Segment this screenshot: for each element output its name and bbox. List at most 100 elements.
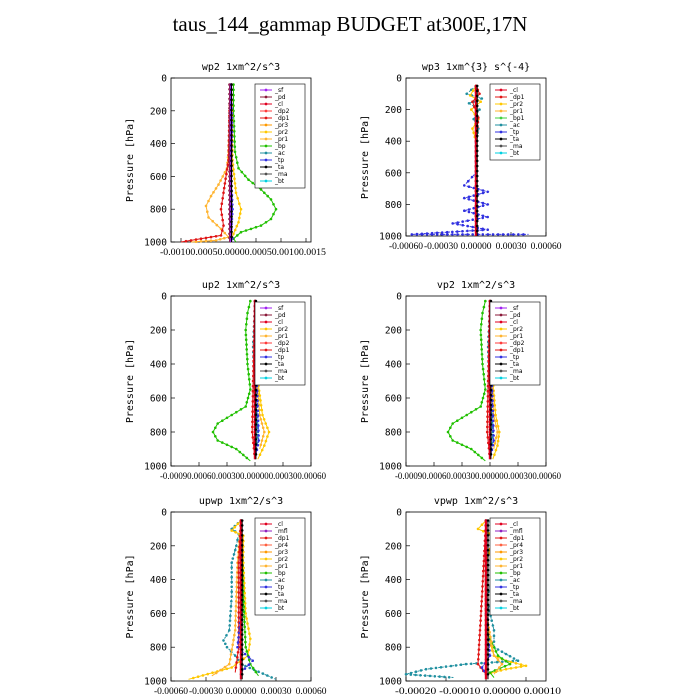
series-marker <box>246 357 249 361</box>
series-marker <box>481 233 485 236</box>
series-marker <box>240 573 244 577</box>
series-marker <box>243 591 246 595</box>
series-marker <box>484 628 488 631</box>
legend-label: _bt <box>274 178 285 185</box>
series-marker <box>240 519 244 522</box>
series-marker <box>486 643 490 646</box>
plot-title: vpwp 1xm^2/s^3 <box>434 496 518 507</box>
series-marker <box>233 140 236 143</box>
series-marker <box>240 563 244 567</box>
legend-marker <box>264 95 268 99</box>
series-marker <box>460 443 464 447</box>
legend-marker <box>264 606 268 610</box>
series-marker <box>489 413 493 417</box>
series-marker <box>486 623 490 626</box>
plot-title: wp2 1xm^2/s^3 <box>202 62 280 73</box>
series-marker <box>491 419 495 423</box>
legend-label: _dp2 <box>274 340 290 347</box>
y-tick-label: 200 <box>385 105 402 116</box>
series-marker <box>223 665 227 669</box>
series-marker <box>261 672 265 675</box>
series-marker <box>414 670 418 673</box>
series-marker <box>489 448 493 451</box>
series-marker <box>486 395 490 398</box>
series-marker <box>258 453 262 457</box>
series-marker <box>228 629 231 632</box>
series-marker <box>475 154 479 158</box>
series-marker <box>482 559 486 563</box>
series-marker <box>263 191 266 195</box>
series-marker <box>480 348 484 351</box>
series-marker <box>440 231 444 234</box>
series-marker <box>211 219 214 223</box>
series-marker <box>240 628 244 631</box>
legend-marker <box>499 313 503 317</box>
series-marker <box>233 629 237 632</box>
series-marker <box>498 430 501 434</box>
legend-label: _cl <box>274 101 283 108</box>
series-marker <box>234 186 237 190</box>
legend-label: _bp <box>274 143 286 150</box>
series-marker <box>243 667 247 670</box>
series-marker <box>266 435 269 438</box>
series-marker <box>484 588 488 592</box>
series-marker <box>225 645 229 649</box>
series-marker <box>235 595 238 598</box>
legend-label: _pr2 <box>274 326 288 333</box>
series-marker <box>481 191 485 195</box>
series-marker <box>451 439 455 442</box>
legend-marker <box>499 137 503 141</box>
series-marker <box>430 233 434 236</box>
series-marker <box>484 613 488 617</box>
legend-marker <box>264 592 268 596</box>
series-marker <box>232 638 235 642</box>
y-tick-label: 0 <box>396 74 402 85</box>
series-marker <box>486 233 490 236</box>
series-marker <box>236 197 239 200</box>
series-marker <box>229 653 233 656</box>
series-marker <box>466 233 469 236</box>
legend-label: _ta <box>509 136 519 143</box>
series-marker <box>244 229 248 232</box>
y-axis-label: Pressure [hPa] <box>125 118 136 202</box>
series-marker <box>446 233 449 236</box>
series-marker <box>471 218 475 221</box>
series-marker <box>499 669 503 672</box>
legend-marker <box>264 102 268 106</box>
series-marker <box>244 612 247 615</box>
legend-label: _pr1 <box>274 136 288 143</box>
series-marker <box>493 419 497 423</box>
series-marker <box>211 430 215 434</box>
series-marker <box>496 648 500 651</box>
legend-marker <box>499 529 503 533</box>
legend-label: _sf <box>274 305 284 312</box>
legend-label: _ma <box>274 598 288 605</box>
series-marker <box>475 84 479 88</box>
legend-label: _mfl <box>274 528 288 535</box>
series-marker <box>434 666 438 670</box>
series-marker <box>221 175 225 178</box>
series-marker <box>245 401 249 404</box>
series-marker <box>508 662 512 666</box>
legend-marker <box>499 320 503 324</box>
series-marker <box>246 622 249 625</box>
legend-marker <box>499 130 503 134</box>
series-marker <box>223 231 227 235</box>
series-marker <box>243 602 247 605</box>
legend-marker <box>264 578 268 582</box>
series-marker <box>470 108 473 111</box>
series-marker <box>237 636 240 639</box>
series-marker <box>484 668 488 671</box>
series-marker <box>204 204 208 208</box>
series-marker <box>254 413 258 417</box>
series-marker <box>482 569 485 573</box>
series-marker <box>480 323 483 326</box>
series-marker <box>484 618 488 621</box>
legend-label: _bt <box>509 150 520 157</box>
series-marker <box>456 223 460 226</box>
series-marker <box>211 671 214 674</box>
series-marker <box>481 201 485 205</box>
series-marker <box>236 651 240 654</box>
series-marker <box>259 399 262 402</box>
series-marker <box>240 170 244 174</box>
